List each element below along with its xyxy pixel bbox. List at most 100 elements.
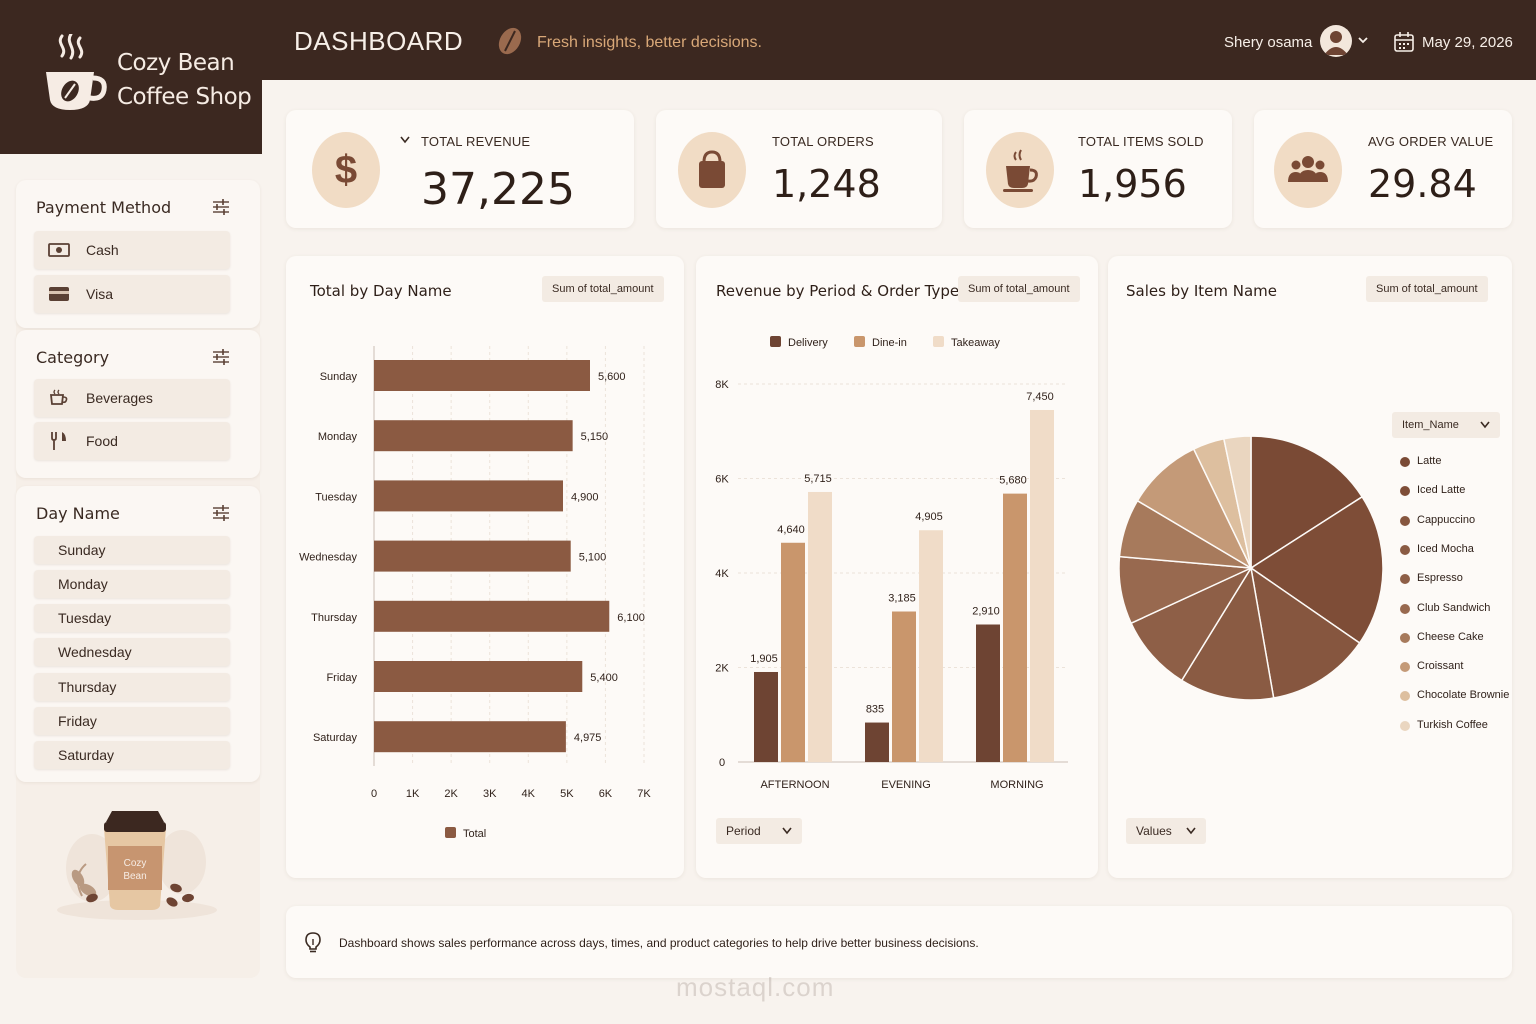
data-label: 5,150 xyxy=(581,431,609,443)
bar xyxy=(754,671,778,762)
legend-label: Croissant xyxy=(1417,660,1464,673)
legend-label: Iced Latte xyxy=(1417,484,1466,497)
filter-item-monday[interactable]: Monday xyxy=(34,570,230,598)
bar xyxy=(374,420,573,452)
dropdown-label: Values xyxy=(1136,824,1172,838)
filter-title: Category xyxy=(36,348,110,367)
x-tick-label: 6K xyxy=(599,788,613,800)
values-dropdown[interactable]: Values xyxy=(1126,818,1206,844)
filter-item-label: Food xyxy=(86,433,118,449)
kpi-label: TOTAL REVENUE xyxy=(421,134,531,149)
category-label: Saturday xyxy=(313,732,358,744)
kpi-avg-order-value: AVG ORDER VALUE 29.84 xyxy=(1254,110,1512,228)
chart-title: Sales by Item Name xyxy=(1126,282,1278,300)
coffee-cup-illustration: Cozy Bean xyxy=(57,811,217,920)
bar xyxy=(374,480,563,512)
filter-item-wednesday[interactable]: Wednesday xyxy=(34,638,230,666)
coffee-bean-icon xyxy=(498,27,522,55)
filter-item-tuesday[interactable]: Tuesday xyxy=(34,604,230,632)
brand-line-1: Cozy Bean xyxy=(117,50,235,76)
pie-slice xyxy=(1249,495,1384,645)
data-label: 6,100 xyxy=(617,612,645,624)
chevron-down-icon[interactable] xyxy=(1357,34,1369,46)
shopping-bag-icon xyxy=(699,150,725,188)
legend-swatch xyxy=(854,336,865,347)
chart-badge[interactable]: Sum of total_amount xyxy=(1366,276,1488,302)
legend-label: Club Sandwich xyxy=(1417,601,1491,614)
filter-item-thursday[interactable]: Thursday xyxy=(34,673,230,701)
item-pie-chart xyxy=(1118,435,1384,701)
y-tick-label: 8K xyxy=(715,379,729,391)
chevron-down-icon[interactable] xyxy=(400,136,410,144)
filter-item-cash[interactable]: Cash xyxy=(34,231,230,269)
legend-label: Takeaway xyxy=(951,337,1000,349)
filter-title: Payment Method xyxy=(36,198,172,217)
category-label: Tuesday xyxy=(315,491,357,503)
filter-item-label: Thursday xyxy=(58,679,117,695)
filter-item-label: Saturday xyxy=(58,747,115,763)
category-label: Thursday xyxy=(311,612,357,624)
sliders-icon[interactable] xyxy=(212,349,230,365)
x-tick-label: 3K xyxy=(483,788,497,800)
x-tick-label: 0 xyxy=(371,788,377,800)
chart-card-day-name: Total by Day Name Sum of total_amount 0 1… xyxy=(286,256,684,878)
svg-text:$: $ xyxy=(335,148,357,192)
filter-item-saturday[interactable]: Saturday xyxy=(34,741,230,769)
brand-line-2: Coffee Shop xyxy=(117,84,252,110)
filter-item-visa[interactable]: Visa xyxy=(34,275,230,313)
kpi-icon-circle xyxy=(986,132,1054,208)
category-label: MORNING xyxy=(990,779,1043,791)
bar xyxy=(919,530,943,762)
chart-badge[interactable]: Sum of total_amount xyxy=(542,276,664,302)
avatar[interactable] xyxy=(1320,25,1352,57)
legend-swatch xyxy=(933,336,944,347)
category-label: AFTERNOON xyxy=(760,779,829,791)
legend-swatch xyxy=(1400,457,1410,467)
data-label: 5,400 xyxy=(590,672,618,684)
pie-slice xyxy=(1249,566,1361,699)
pie-slice xyxy=(1250,435,1364,570)
sliders-icon[interactable] xyxy=(212,505,230,521)
y-tick-label: 4K xyxy=(715,568,729,580)
day-bar-chart: 0 1K 2K 3K 4K 5K 6K 7K Sunday 5,600 Monday 5,150 Tue… xyxy=(299,346,651,840)
fork-knife-icon xyxy=(51,432,66,450)
insight-text: Dashboard shows sales performance across… xyxy=(339,936,979,950)
category-label: Wednesday xyxy=(299,552,357,564)
data-label: 4,975 xyxy=(574,732,602,744)
category-label: Friday xyxy=(326,672,357,684)
lightbulb-icon xyxy=(305,932,321,953)
dollar-icon: $ xyxy=(335,148,357,192)
filter-day-name: Day Name Sunday Monday Tuesday Wednesday… xyxy=(16,486,260,782)
pie-slice xyxy=(1130,566,1253,682)
data-label: 5,600 xyxy=(598,371,626,383)
filter-item-label: Tuesday xyxy=(58,610,112,626)
item-name-dropdown[interactable]: Item_Name xyxy=(1392,412,1500,438)
legend-swatch xyxy=(1400,632,1410,643)
filter-item-food[interactable]: Food xyxy=(34,422,230,460)
sliders-icon[interactable] xyxy=(212,199,230,215)
chart-badge[interactable]: Sum of total_amount xyxy=(958,276,1080,302)
filter-item-beverages[interactable]: Beverages xyxy=(34,379,230,417)
filter-item-sunday[interactable]: Sunday xyxy=(34,536,230,564)
dropdown-label: Item_Name xyxy=(1402,419,1459,431)
legend-swatch xyxy=(1400,720,1410,731)
kpi-value: 1,248 xyxy=(772,162,881,206)
legend-label: Cappuccino xyxy=(1417,513,1476,526)
bar xyxy=(374,600,610,632)
filter-item-label: Wednesday xyxy=(58,644,132,660)
legend-label: Iced Mocha xyxy=(1417,542,1474,555)
chevron-down-icon xyxy=(1480,421,1490,429)
bar xyxy=(1003,493,1027,762)
filter-item-friday[interactable]: Friday xyxy=(34,707,230,735)
x-tick-label: 2K xyxy=(444,788,458,800)
x-tick-label: 5K xyxy=(560,788,574,800)
pie-slice xyxy=(1222,435,1252,569)
period-dropdown[interactable]: Period xyxy=(716,818,802,844)
y-tick-label: 6K xyxy=(715,474,729,486)
user-name[interactable]: Shery osama xyxy=(1224,34,1313,51)
data-label: 1,905 xyxy=(750,653,778,665)
data-label: 4,905 xyxy=(915,511,943,523)
data-label: 7,450 xyxy=(1026,391,1054,403)
bar xyxy=(1030,409,1054,762)
bar xyxy=(976,624,1000,762)
